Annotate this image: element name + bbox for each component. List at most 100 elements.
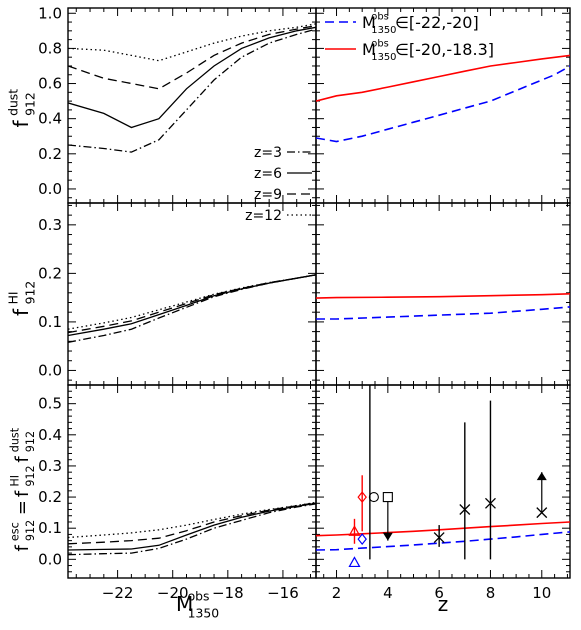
- label-sup: HI: [6, 291, 21, 304]
- legend-label: z=3: [254, 145, 282, 161]
- marker-triangle: [348, 556, 361, 568]
- label-sub: 1350: [188, 605, 220, 620]
- y-tick-label: 0.8: [38, 39, 62, 57]
- label-sub: 912: [22, 92, 37, 116]
- plot-area: [316, 54, 570, 143]
- y-tick-label: 0.1: [38, 519, 62, 537]
- y-tick-label: 0.4: [38, 426, 62, 444]
- panel-frame: [315, 7, 571, 204]
- series-line: [68, 503, 316, 556]
- plot-area: [316, 385, 570, 568]
- series-line: [316, 306, 570, 320]
- series-line: [316, 293, 570, 299]
- data-point: [348, 556, 361, 568]
- panel-frame: [315, 384, 571, 579]
- marker-triangle: [348, 525, 361, 536]
- panel-bottom-right: 2 4 6 8 10 z: [315, 384, 571, 616]
- data-point: [357, 533, 367, 546]
- data-point: [485, 400, 496, 560]
- x-tick-label: 4: [383, 584, 393, 602]
- label-sup: obs: [188, 589, 210, 604]
- label-base: M: [176, 592, 193, 616]
- series-line: [68, 502, 316, 545]
- y-tick-label: 0.0: [38, 361, 62, 379]
- label-base: f: [12, 545, 33, 552]
- marker-diamond: [357, 491, 367, 504]
- panel-middle-left: 0.0 0.1 0.2 0.3 f HI 912: [6, 202, 317, 386]
- marker-x: [536, 507, 548, 519]
- x-tick-label: −16: [267, 584, 299, 602]
- arrow-head: [382, 532, 393, 541]
- label-r1: f HI 912: [9, 465, 37, 497]
- label-base: M: [362, 13, 376, 32]
- plot-area: [68, 23, 316, 153]
- data-point: [459, 422, 471, 560]
- plot-area: [316, 293, 570, 320]
- x-tick-label: −20: [157, 584, 189, 602]
- label-sub: 912: [24, 520, 37, 541]
- label-sup: obs: [371, 39, 389, 50]
- y-tick-label: 0.0: [38, 180, 62, 198]
- label-base: M: [362, 40, 376, 59]
- x-tick-label: −18: [212, 584, 244, 602]
- data-point: [536, 472, 548, 519]
- series-line: [68, 274, 316, 343]
- legend-label: z=9: [254, 187, 282, 203]
- label-base: f: [9, 308, 33, 316]
- marker-circle: [368, 492, 379, 503]
- x-axis-label: z: [438, 592, 449, 616]
- x-tick-label: 2: [332, 584, 342, 602]
- series-line: [68, 501, 316, 539]
- data-point: [357, 475, 367, 532]
- y-tick-label: 0.2: [38, 488, 62, 506]
- y-tick-label: 0.6: [38, 75, 62, 93]
- data-point: [433, 525, 445, 547]
- label-r2: f dust 912: [9, 427, 37, 462]
- y-tick-label: 0.2: [38, 145, 62, 163]
- panel-middle-right: [315, 202, 571, 386]
- arrow-head: [536, 472, 547, 481]
- label-eq: =: [12, 500, 33, 515]
- marker-diamond: [357, 533, 367, 546]
- legend-range: ∈[-20,-18.3]: [395, 40, 494, 59]
- series-line: [68, 23, 316, 62]
- marker-x: [433, 532, 445, 543]
- label-sub: 1350: [371, 25, 396, 36]
- series-line: [68, 26, 316, 129]
- label-base: f: [9, 120, 33, 128]
- data-point: [382, 492, 393, 541]
- y-tick-label: 0.1: [38, 313, 62, 331]
- series-line: [316, 54, 570, 102]
- marker-x: [485, 497, 496, 509]
- label-sub: 912: [22, 281, 37, 305]
- marker-x: [459, 504, 471, 515]
- series-line: [68, 502, 316, 551]
- label-lhs: f esc 912: [9, 520, 37, 552]
- panel-frame: [67, 202, 317, 386]
- y-tick-label: 0.3: [38, 457, 62, 475]
- y-tick-label: 0.5: [38, 395, 62, 413]
- plot-area: [68, 501, 316, 556]
- plot-area: [68, 274, 316, 343]
- series-line: [316, 65, 570, 143]
- label-sup: dust: [6, 89, 21, 116]
- y-tick-label: 0.3: [38, 216, 62, 234]
- data-point: [348, 518, 361, 544]
- x-tick-label: 8: [486, 584, 496, 602]
- label-sup: HI: [9, 475, 22, 487]
- legend-range: ∈[-22,-20]: [395, 13, 479, 32]
- label-sub: 912: [24, 431, 37, 452]
- label-base: f: [12, 456, 33, 463]
- label-sub: 912: [24, 465, 37, 486]
- series-line: [68, 28, 316, 153]
- y-tick-label: 0.4: [38, 110, 62, 128]
- legend: z=3 z=6 z=9 z=12: [245, 145, 312, 224]
- series-line: [68, 274, 316, 330]
